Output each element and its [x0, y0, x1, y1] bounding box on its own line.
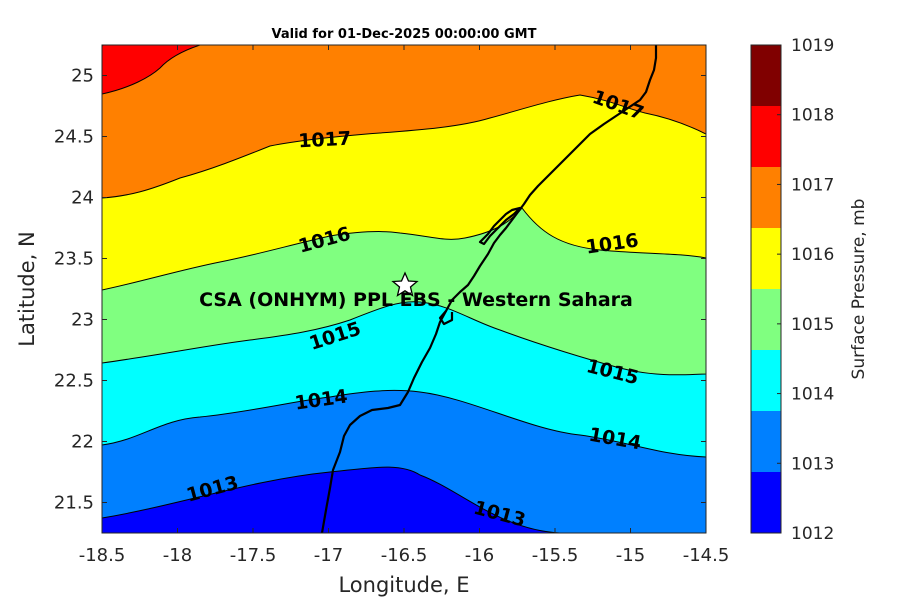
station-label: CSA (ONHYM) PPL EBS - Western Sahara: [199, 289, 633, 311]
star-icon: [391, 271, 419, 297]
y-tick-label: 25: [71, 66, 94, 87]
y-axis-ticks: 21.5 22 22.5 23 23.5 24 24.5 25: [54, 66, 706, 514]
colorbar-tick-label: 1018: [791, 106, 834, 126]
colorbar-tick-label: 1014: [791, 385, 834, 405]
y-tick-label: 24.5: [54, 127, 94, 148]
colorbar-swatch: [751, 350, 781, 411]
x-tick-label: -18.5: [79, 545, 126, 566]
colorbar-swatch: [751, 472, 781, 533]
x-tick-label: -15: [616, 545, 645, 566]
colorbar-tick-label: 1016: [791, 245, 834, 265]
colorbar-tick-label: 1013: [791, 454, 834, 474]
colorbar-swatch: [751, 411, 781, 472]
x-tick-label: -15.5: [532, 545, 579, 566]
colorbar-frame: [750, 44, 782, 534]
colorbar: 1012 1013 1014 1015 1016 1017 1018 1019: [750, 36, 834, 544]
y-tick-label: 23.5: [54, 249, 94, 270]
colorbar-swatch: [751, 167, 781, 228]
colorbar-swatch: [751, 106, 781, 167]
colorbar-tick-label: 1019: [791, 36, 834, 56]
colorbar-swatch: [751, 228, 781, 289]
band-1018: [102, 45, 201, 95]
y-tick-label: 24: [71, 188, 94, 209]
x-tick-label: -17.5: [230, 545, 277, 566]
x-tick-label: -17: [314, 545, 343, 566]
colorbar-label: Surface Pressure, mb: [849, 199, 869, 380]
x-tick-label: -16.5: [381, 545, 428, 566]
coastline: [320, 45, 658, 533]
contour-label-1017-west: 1017: [298, 128, 352, 153]
colorbar-swatch: [751, 289, 781, 350]
y-tick-label: 21.5: [54, 493, 94, 514]
y-axis-label: Latitude, N: [15, 231, 39, 347]
y-tick-label: 23: [71, 310, 94, 331]
coastline-cape: [438, 310, 454, 326]
colorbar-swatch: [751, 45, 781, 106]
x-axis-label: Longitude, E: [338, 573, 469, 597]
band-1017: [102, 45, 706, 199]
coastline-peninsula: [478, 206, 522, 246]
y-tick-label: 22.5: [54, 371, 94, 392]
x-tick-label: -16: [465, 545, 494, 566]
map-title: Valid for 01-Dec-2025 00:00:00 GMT: [272, 27, 537, 42]
contour-plot-area: 1013 1013 1014 1014 1015 1015 1016 1016 …: [102, 45, 706, 533]
x-tick-label: -18: [163, 545, 192, 566]
x-tick-label: -14.5: [683, 545, 730, 566]
colorbar-tick-label: 1012: [791, 524, 834, 544]
colorbar-tick-label: 1017: [791, 175, 834, 195]
y-tick-label: 22: [71, 432, 94, 453]
colorbar-tick-label: 1015: [791, 315, 834, 335]
x-axis-ticks: -18.5 -18 -17.5 -17 -16.5 -16 -15.5 -15 -14.5: [79, 45, 730, 566]
